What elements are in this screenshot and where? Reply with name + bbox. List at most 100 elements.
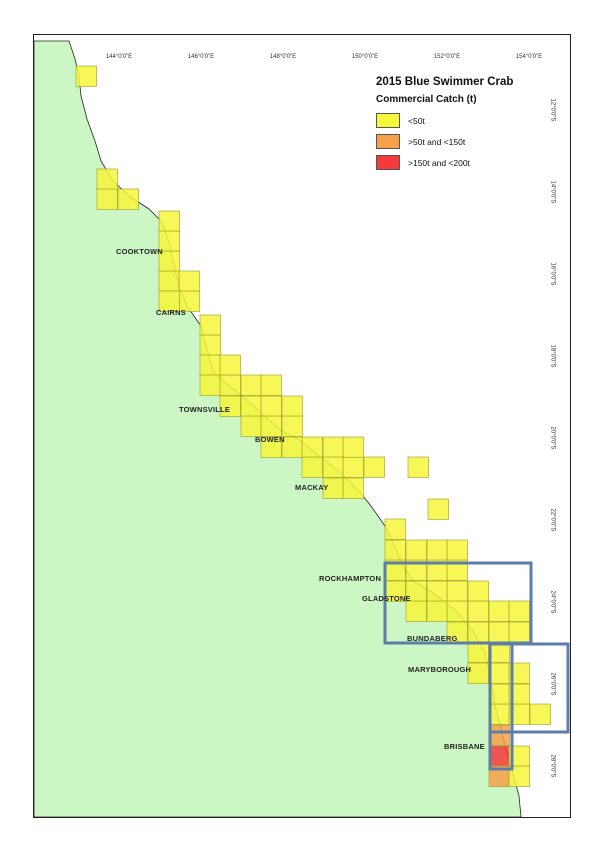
longitude-tick-label: 152°0'0"E [433,54,461,60]
catch-cell [75,65,97,87]
legend-item-low: <50t [376,111,536,130]
catch-cell [281,415,303,437]
catch-cell [219,354,241,376]
latitude-tick-label: 14°0'0"S [549,180,556,204]
catch-cell [508,662,530,684]
map-canvas [34,40,570,817]
catch-cell [219,374,241,396]
catch-cell [96,188,118,210]
catch-cell [158,290,180,312]
catch-cell [467,641,489,663]
catch-cell [446,600,468,622]
catch-cell [199,314,221,336]
town-label: MARYBOROUGH [408,665,472,674]
catch-cell [117,188,139,210]
catch-cell [384,539,406,561]
catch-cell [158,210,180,232]
legend-subtitle: Commercial Catch (t) [376,94,477,105]
catch-cell [405,559,427,581]
catch-cell [199,354,221,376]
longitude-tick-label: 148°0'0"E [269,54,297,60]
longitude-tick-label: 146°0'0"E [187,54,215,60]
town-label: BUNDABERG [407,634,458,643]
town-label: BOWEN [255,435,285,444]
legend-label-mid: >50t and <150t [408,136,466,147]
catch-cell [342,477,364,499]
catch-cell [426,600,448,622]
catch-cell [260,374,282,396]
legend-item-high: >150t and <200t [376,153,536,172]
catch-cell [158,270,180,292]
catch-cell [281,436,303,458]
catch-cell [426,580,448,602]
catch-cell [219,395,241,417]
latitude-tick-label: 16°0'0"S [549,262,556,286]
longitude-tick-label: 150°0'0"E [351,54,379,60]
catch-cells [75,65,551,787]
catch-cell [508,621,530,643]
latitude-tick-label: 28°0'0"S [549,754,556,778]
catch-cell [260,395,282,417]
catch-cell [446,539,468,561]
catch-cell [488,724,510,746]
catch-cell [488,600,510,622]
catch-cell [508,703,530,725]
town-label: ROCKHAMPTON [319,574,382,583]
catch-cell [508,600,530,622]
catch-cell [240,374,262,396]
map-frame: 144°0'0"E 146°0'0"E 148°0'0"E 150°0'0"E 152°… [33,34,571,818]
town-label: BRISBANE [444,742,485,751]
catch-cell [488,745,510,767]
catch-cell [240,415,262,437]
catch-cell [301,456,323,478]
catch-cell [96,168,118,190]
catch-cell [178,270,200,292]
catch-cell [384,518,406,540]
latitude-tick-label: 22°0'0"S [549,508,556,532]
catch-cell [405,539,427,561]
highlight-boxes [383,561,570,771]
catch-cell [426,539,448,561]
catch-cell [407,456,429,478]
catch-cell [342,436,364,458]
legend-label-low: <50t [408,115,425,126]
catch-cell [467,621,489,643]
town-label: MACKAY [295,483,329,492]
latitude-tick-label: 26°0'0"S [549,672,556,696]
catch-cell [199,334,221,356]
catch-cell [240,395,262,417]
map-legend: 2015 Blue Swimmer Crab Commercial Catch … [376,76,536,174]
highlight-box [383,561,533,645]
latitude-tick-label: 20°0'0"S [549,426,556,450]
catch-cell [427,498,449,520]
catch-cell [199,374,221,396]
catch-cell [508,765,530,787]
legend-swatch-mid [376,134,400,149]
catch-cell [281,395,303,417]
catch-cell [446,580,468,602]
catch-cell [260,436,282,458]
legend-label-high: >150t and <200t [408,157,470,168]
longitude-tick-label: 144°0'0"E [105,54,133,60]
longitude-tick-label: 154°0'0"E [515,54,543,60]
catch-cell [467,580,489,602]
catch-cell [363,456,385,478]
town-label: GLADSTONE [362,594,411,603]
latitude-tick-label: 18°0'0"S [549,344,556,368]
catch-cell [488,703,510,725]
catch-cell [322,456,344,478]
catch-cell [301,436,323,458]
catch-cell [488,683,510,705]
catch-cell [488,621,510,643]
catch-cell [446,559,468,581]
catch-cell [260,415,282,437]
legend-item-mid: >50t and <150t [376,132,536,151]
highlight-box [488,642,514,771]
catch-cell [529,703,551,725]
catch-cell [322,436,344,458]
town-label: CAIRNS [156,308,186,317]
catch-cell [342,456,364,478]
latitude-tick-label: 24°0'0"S [549,590,556,614]
catch-cell [467,600,489,622]
legend-swatch-high [376,155,400,170]
